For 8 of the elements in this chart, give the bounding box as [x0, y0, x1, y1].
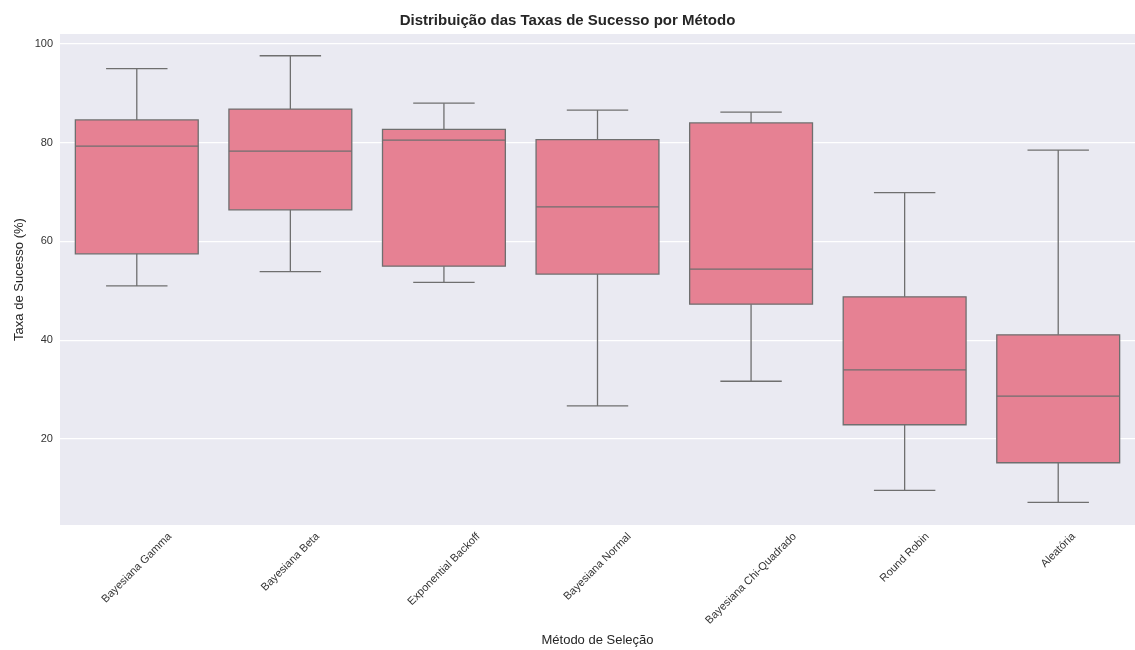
y-tick-label: 60 — [40, 234, 53, 247]
y-tick-label: 100 — [34, 36, 53, 49]
x-axis-title: Método de Seleção — [541, 631, 654, 647]
y-tick-label: 20 — [40, 432, 53, 445]
y-axis-title: Taxa de Sucesso (%) — [11, 218, 27, 341]
y-tick-label: 40 — [40, 333, 53, 346]
y-tick-label: 80 — [40, 135, 53, 148]
chart-title: Distribuição das Taxas de Sucesso por Método — [399, 11, 736, 29]
